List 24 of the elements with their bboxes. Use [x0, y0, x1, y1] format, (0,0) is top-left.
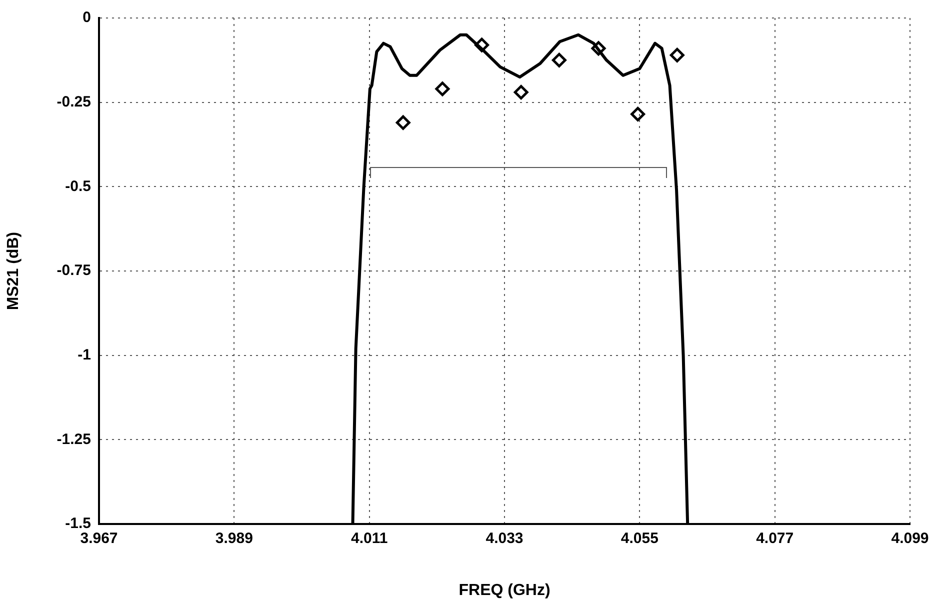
point — [591, 41, 606, 56]
y-tick-label: -1.25 — [56, 430, 91, 448]
point — [670, 48, 684, 62]
point — [630, 106, 646, 122]
x-tick-label: 3.967 — [80, 530, 118, 548]
x-tick-label: 4.011 — [350, 530, 388, 548]
x-tick-label: 4.077 — [756, 530, 794, 548]
x-tick-label: 4.033 — [486, 530, 524, 548]
point — [552, 52, 566, 68]
y-tick-label: -1 — [78, 346, 91, 364]
y-axis-title: MS21 (dB) — [5, 232, 22, 310]
y-tick-label: -1.5 — [65, 515, 91, 532]
x-tick-label: 3.989 — [215, 530, 253, 548]
y-tick-label: -0.5 — [65, 178, 91, 195]
y-tick-label: 0 — [82, 9, 91, 26]
x-axis-title: FREQ (GHz) — [458, 582, 550, 599]
y-tick-label: -0.25 — [56, 93, 91, 110]
x-tick-label: 4.055 — [620, 530, 658, 548]
point — [396, 115, 410, 130]
x-tick-label: 4.099 — [891, 530, 929, 548]
point — [474, 38, 490, 52]
point — [435, 82, 450, 96]
point — [514, 84, 528, 100]
y-tick-label: -0.75 — [56, 262, 91, 280]
